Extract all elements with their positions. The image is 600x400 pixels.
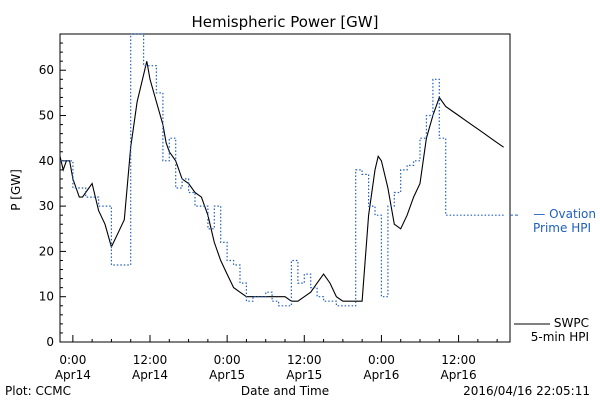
x-tick-label-date: Apr15 [209,368,245,382]
x-tick-label-time: 12:00 [133,353,168,367]
x-axis: 0:00Apr1412:00Apr140:00Apr1512:00Apr150:… [55,335,498,382]
x-tick-label-date: Apr14 [55,368,91,382]
legend-ovation-label-2: Prime HPI [533,221,591,235]
y-tick-label: 10 [39,290,54,304]
plot-credit: Plot: CCMC [5,384,71,398]
x-tick-label-time: 0:00 [214,353,241,367]
legend-ovation-label: — Ovation [533,207,596,221]
y-axis-label: P [GW] [9,169,23,211]
x-tick-label-date: Apr16 [441,368,477,382]
x-tick-label-time: 12:00 [287,353,322,367]
y-tick-label: 20 [39,244,54,258]
svg-text:P [GW]: P [GW] [9,169,23,211]
y-tick-label: 60 [39,63,54,77]
series-line-swpc [59,61,504,302]
x-tick-label-time: 12:00 [441,353,476,367]
timestamp: 2016/04/16 22:05:11 [463,384,590,398]
x-tick-label-time: 0:00 [368,353,395,367]
x-tick-label-date: Apr15 [286,368,322,382]
chart-title: Hemispheric Power [GW] [192,13,379,31]
series-layer [59,33,504,307]
x-tick-label-time: 0:00 [59,353,86,367]
x-tick-label-date: Apr14 [132,368,168,382]
x-axis-label: Date and Time [241,384,329,398]
series-line-ovation [60,33,504,307]
legend-swpc-label: SWPC [554,316,589,330]
y-tick-label: 40 [39,154,54,168]
y-tick-label: 50 [39,109,54,123]
legend-swpc-label-2: 5-min HPI [531,330,589,344]
x-tick-label-date: Apr16 [363,368,399,382]
y-tick-label: 0 [46,335,54,349]
y-axis: 0 10 20 30 40 50 60 [39,33,66,349]
y-tick-label: 30 [39,199,54,213]
